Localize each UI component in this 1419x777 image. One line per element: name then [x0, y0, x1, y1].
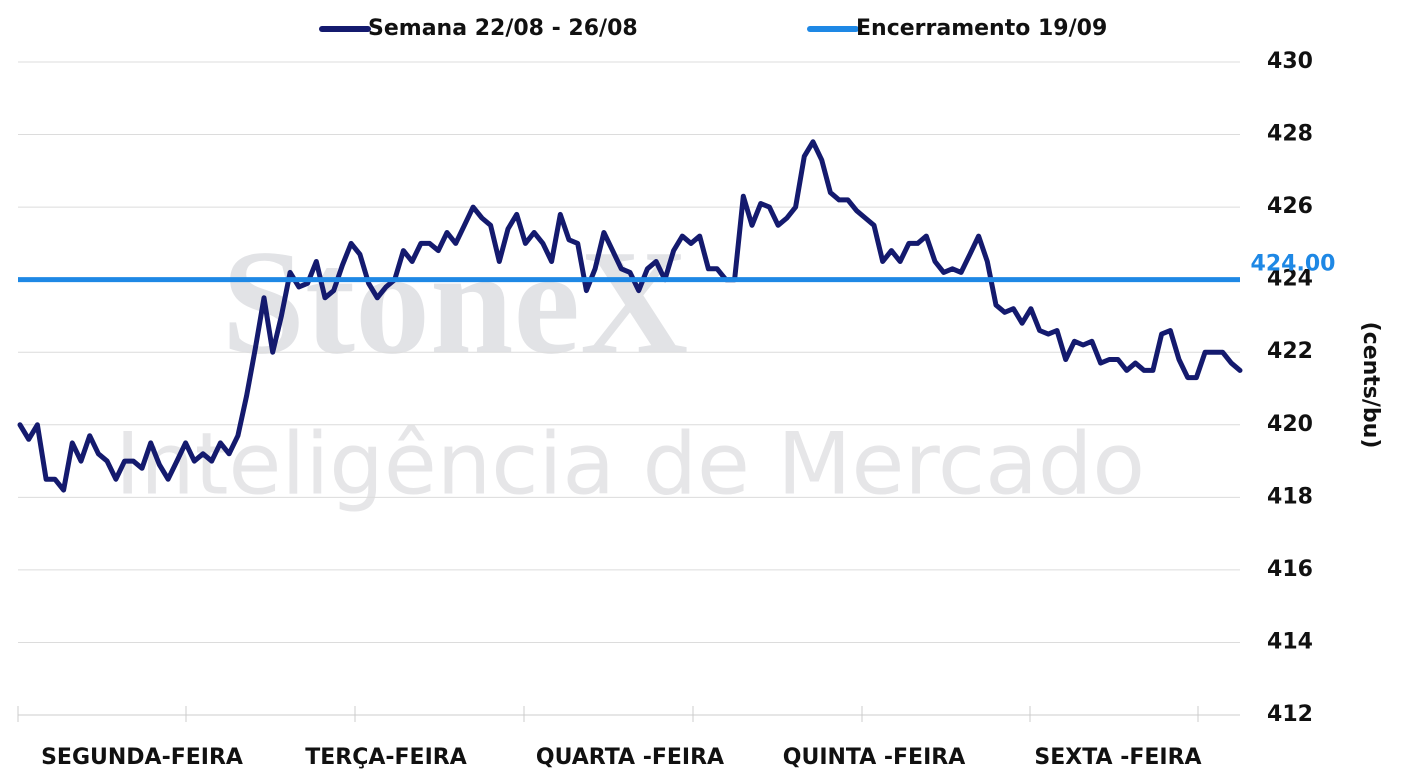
- value-label: 424.00: [1251, 252, 1336, 277]
- x-tick-label: SEGUNDA-FEIRA: [41, 745, 243, 770]
- y-tick-label: 430: [1267, 49, 1313, 74]
- y-tick-label: 422: [1267, 339, 1313, 364]
- y-tick-label: 416: [1267, 557, 1313, 582]
- y-tick-label: 414: [1267, 629, 1313, 654]
- y-axis-label: (cents/bu): [1358, 322, 1383, 449]
- x-ticks: [17, 706, 1199, 722]
- x-tick-label: QUARTA -FEIRA: [536, 745, 724, 770]
- y-tick-label: 420: [1267, 412, 1313, 437]
- y-tick-label: 426: [1267, 194, 1313, 219]
- legend-label: Semana 22/08 - 26/08: [368, 16, 638, 41]
- y-tick-label: 412: [1267, 702, 1313, 727]
- legend-label: Encerramento 19/09: [856, 16, 1107, 41]
- y-tick-label: 428: [1267, 122, 1313, 147]
- x-tick-label: TERÇA-FEIRA: [305, 745, 467, 770]
- x-tick-label: QUINTA -FEIRA: [783, 745, 966, 770]
- watermark: Inteligência de Mercado: [115, 414, 1145, 514]
- x-tick-label: SEXTA -FEIRA: [1034, 745, 1201, 770]
- data-line: [17, 139, 1243, 493]
- y-tick-label: 418: [1267, 484, 1313, 509]
- y-tick-label: 424: [1267, 267, 1313, 292]
